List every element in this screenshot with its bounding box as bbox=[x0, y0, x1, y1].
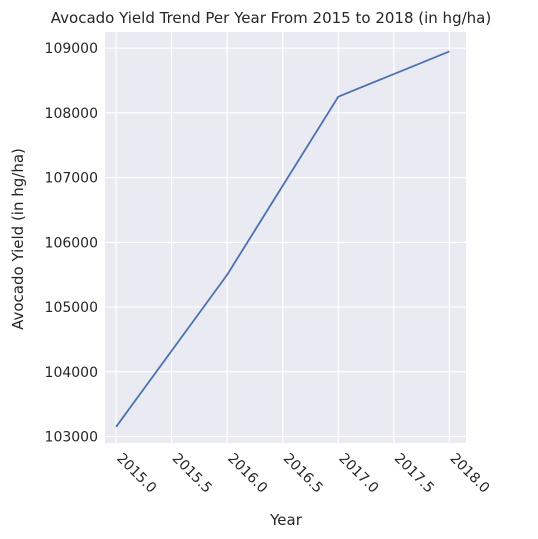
y-tick-label: 109000 bbox=[45, 41, 98, 57]
y-tick-label: 103000 bbox=[45, 430, 98, 446]
y-tick-label: 104000 bbox=[45, 365, 98, 381]
y-tick-label: 108000 bbox=[45, 106, 98, 122]
series-group bbox=[115, 50, 450, 428]
y-axis-label: Avocado Yield (in hg/ha) bbox=[9, 148, 27, 330]
x-tick-label: 2017.0 bbox=[335, 451, 381, 497]
x-tick-label: 2018.0 bbox=[447, 451, 493, 497]
y-tick-label: 107000 bbox=[45, 171, 98, 187]
x-tick-label: 2016.5 bbox=[280, 451, 326, 497]
y-tick-labels: 103000 104000 105000 106000 107000 108000 1090… bbox=[45, 41, 98, 445]
x-tick-label: 2015.5 bbox=[169, 451, 215, 497]
grid-lines bbox=[105, 32, 466, 443]
x-tick-label: 2016.0 bbox=[224, 451, 270, 497]
y-tick-label: 105000 bbox=[45, 300, 98, 316]
x-tick-label: 2015.0 bbox=[113, 451, 159, 497]
series-line bbox=[115, 50, 450, 428]
x-axis-label: Year bbox=[269, 511, 303, 529]
y-tick-label: 106000 bbox=[45, 235, 98, 251]
plot-area bbox=[105, 32, 466, 443]
chart-title: Avocado Yield Trend Per Year From 2015 t… bbox=[51, 9, 491, 27]
x-tick-label: 2017.5 bbox=[391, 451, 437, 497]
x-tick-labels: 2015.0 2015.5 2016.0 2016.5 2017.0 2017.5 2018… bbox=[113, 451, 492, 497]
